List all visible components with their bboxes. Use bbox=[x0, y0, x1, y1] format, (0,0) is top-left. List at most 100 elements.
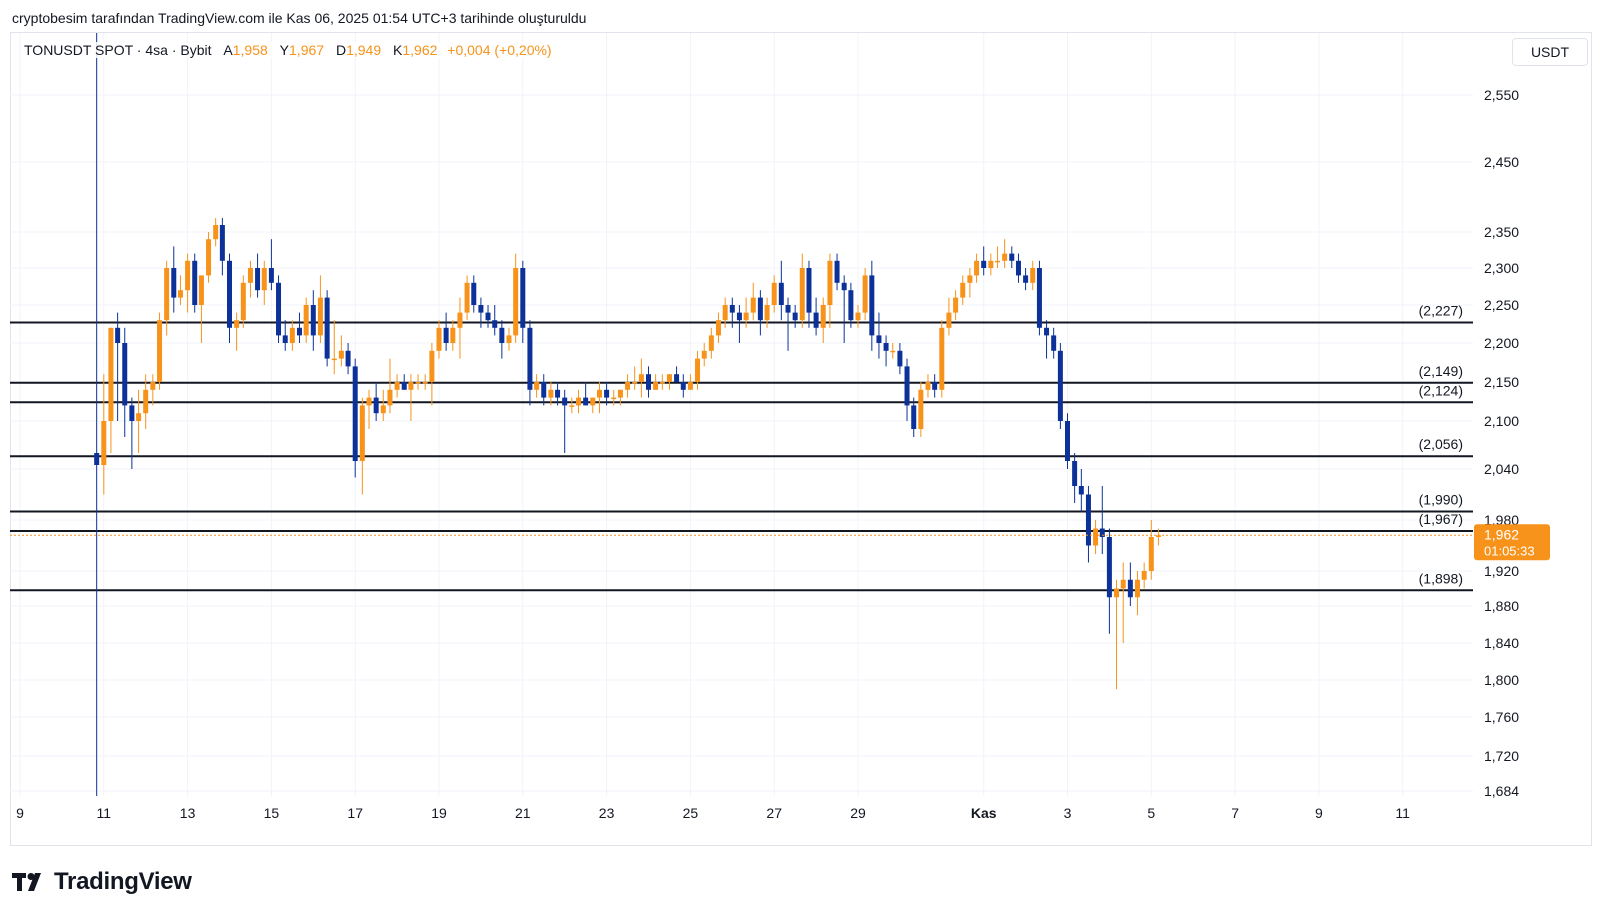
candle bbox=[708, 327, 714, 359]
candle-body bbox=[499, 327, 505, 343]
candle-body bbox=[897, 350, 903, 367]
candle bbox=[827, 253, 833, 328]
candle bbox=[939, 320, 945, 398]
candle bbox=[1099, 486, 1105, 554]
candle bbox=[1114, 579, 1120, 690]
candle-body bbox=[953, 297, 959, 313]
candle-body bbox=[1148, 537, 1154, 571]
candle bbox=[799, 253, 805, 328]
y-tick-label: 1,920 bbox=[1484, 563, 1519, 579]
candle-body bbox=[548, 389, 554, 398]
candle-body bbox=[1093, 528, 1099, 546]
x-tick-label: 11 bbox=[1395, 805, 1410, 821]
candle bbox=[855, 305, 861, 328]
candle bbox=[1120, 562, 1126, 643]
candle bbox=[317, 275, 323, 343]
candle bbox=[715, 312, 721, 343]
candle-body bbox=[394, 382, 400, 390]
candle-body bbox=[1127, 579, 1133, 598]
candle bbox=[108, 327, 114, 453]
x-tick-label: 29 bbox=[850, 805, 866, 821]
candle-body bbox=[743, 312, 749, 321]
candle-body bbox=[157, 320, 163, 382]
low-label: D bbox=[335, 42, 347, 58]
candle-body bbox=[981, 260, 987, 268]
price-axis: 2,550 2,450 2,350 2,300 2,250 2,200 2,150 2,100… bbox=[1484, 87, 1519, 799]
candle bbox=[450, 320, 456, 351]
candle bbox=[157, 312, 163, 390]
candle bbox=[750, 282, 756, 321]
y-tick-label: 2,200 bbox=[1484, 335, 1519, 351]
brand-name: TradingView bbox=[54, 868, 192, 895]
candle bbox=[1106, 528, 1112, 634]
candle bbox=[255, 253, 261, 298]
currency-selector[interactable]: USDT bbox=[1512, 38, 1588, 66]
candle bbox=[492, 305, 498, 336]
candle-body bbox=[471, 282, 477, 305]
candle-body bbox=[108, 327, 114, 421]
candles bbox=[94, 33, 1161, 796]
y-tick-label: 2,550 bbox=[1484, 87, 1519, 103]
candle-body bbox=[268, 268, 274, 283]
candle bbox=[177, 275, 183, 305]
candle bbox=[94, 33, 100, 796]
candle bbox=[897, 343, 903, 375]
symbol-legend: TONUSDT SPOT · 4sa · Bybit A1,958 Y1,967… bbox=[22, 42, 554, 58]
candle bbox=[276, 275, 282, 343]
candle-body bbox=[185, 260, 191, 291]
candle-body bbox=[764, 305, 770, 321]
candle bbox=[722, 297, 728, 328]
candle bbox=[1141, 562, 1147, 589]
candle-body bbox=[659, 382, 665, 384]
candle-body bbox=[576, 397, 582, 406]
candle bbox=[206, 232, 212, 283]
candle bbox=[1093, 520, 1099, 554]
symbol-name: TONUSDT SPOT · 4sa · Bybit bbox=[24, 42, 212, 58]
candle bbox=[904, 358, 910, 421]
candle-body bbox=[778, 282, 784, 305]
candle-body bbox=[240, 282, 246, 321]
candle-body bbox=[513, 268, 519, 336]
candle-body bbox=[911, 405, 917, 429]
candle-body bbox=[925, 382, 931, 390]
candle-body bbox=[387, 389, 393, 406]
candle bbox=[548, 382, 554, 406]
candle-body bbox=[841, 282, 847, 291]
candle bbox=[296, 312, 302, 343]
candle bbox=[380, 389, 386, 421]
candle-body bbox=[255, 268, 261, 291]
candle-body bbox=[708, 335, 714, 351]
candle-body bbox=[596, 389, 602, 398]
candle bbox=[164, 260, 170, 336]
x-tick-label: 7 bbox=[1231, 805, 1239, 821]
candle-body bbox=[443, 327, 449, 343]
candle bbox=[771, 275, 777, 313]
candle-body bbox=[750, 297, 756, 313]
y-tick-label: 1,720 bbox=[1484, 748, 1519, 764]
candle bbox=[701, 343, 707, 367]
close-label: K bbox=[393, 42, 403, 58]
y-tick-label: 2,300 bbox=[1484, 260, 1519, 276]
candle bbox=[1155, 528, 1161, 546]
candle-body bbox=[1155, 535, 1161, 537]
candle-body bbox=[799, 268, 805, 321]
candle bbox=[638, 358, 644, 398]
candle-body bbox=[198, 275, 204, 305]
x-tick-label: 15 bbox=[264, 805, 280, 821]
candle-body bbox=[869, 275, 875, 336]
candle-body bbox=[1114, 588, 1120, 598]
candle-body bbox=[757, 297, 763, 321]
candle-body bbox=[562, 397, 568, 406]
candle bbox=[324, 290, 330, 367]
x-tick-label: 3 bbox=[1064, 805, 1072, 821]
candle bbox=[988, 253, 994, 276]
level-label: (1,967) bbox=[1419, 511, 1463, 527]
candle bbox=[743, 297, 749, 328]
candle bbox=[611, 389, 617, 406]
level-label: (2,149) bbox=[1419, 363, 1463, 379]
candle bbox=[268, 239, 274, 291]
candle-body bbox=[1065, 421, 1070, 461]
candle bbox=[890, 343, 896, 359]
